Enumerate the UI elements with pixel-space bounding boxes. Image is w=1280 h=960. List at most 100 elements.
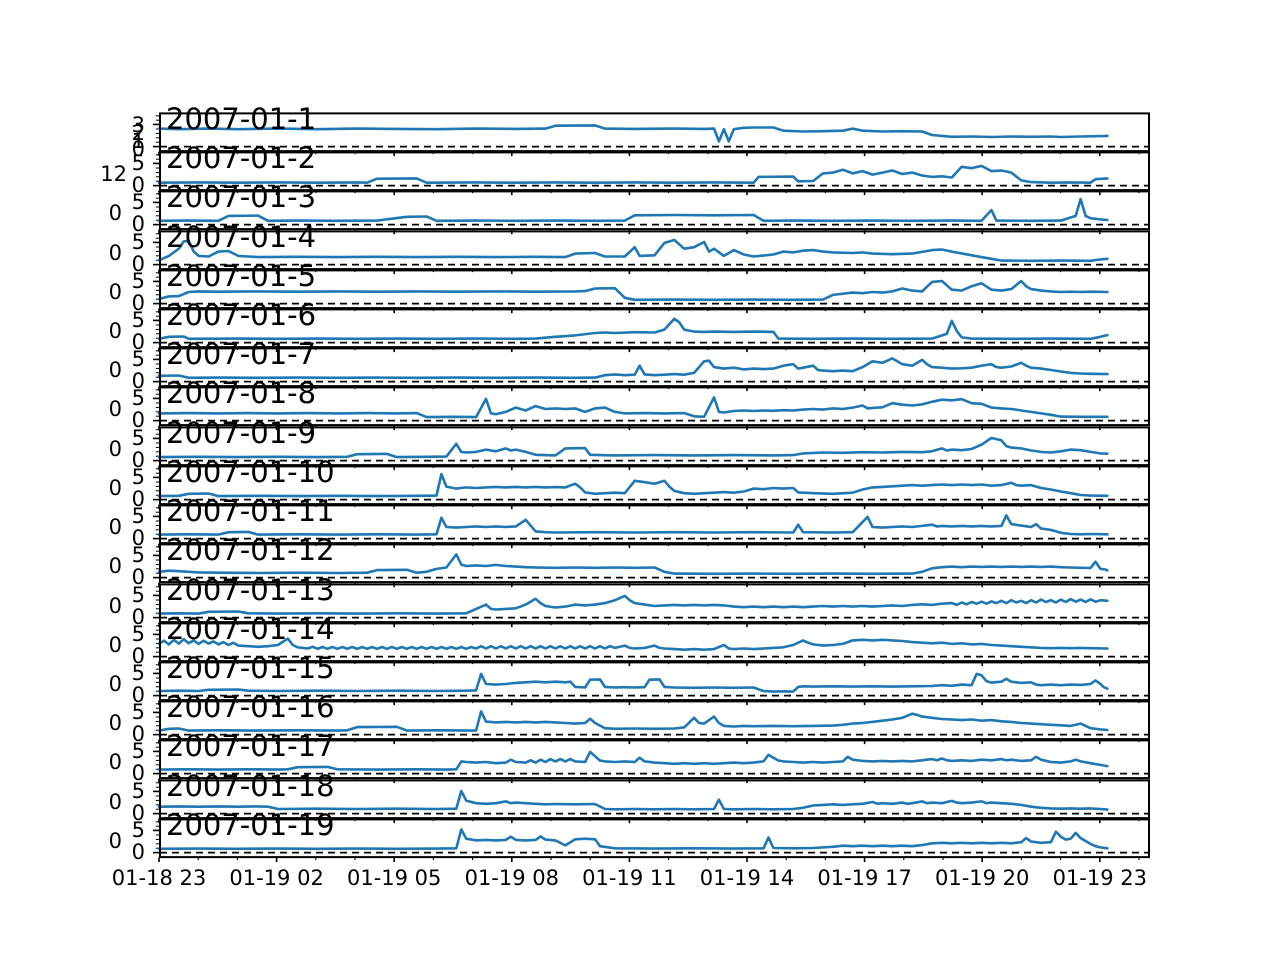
- y-tick-label: 0: [131, 839, 145, 864]
- axes-spines: [159, 190, 1150, 231]
- y-tick-label: 0: [131, 330, 145, 355]
- data-line: [157, 198, 1109, 223]
- axes-spines: [159, 465, 1150, 505]
- y-tick-label: 0: [131, 137, 145, 161]
- subplot-title: 2007-01-15: [166, 650, 335, 685]
- axes-spines: [159, 386, 1150, 427]
- y-tick-label: 0: [131, 447, 145, 472]
- y-tick-label: 0: [131, 486, 145, 511]
- subplot-title: 2007-01-7: [166, 337, 317, 372]
- y-tick-label: 5: [131, 778, 145, 803]
- y-tick-label: 0: [108, 515, 122, 540]
- axes-spines: [159, 269, 1150, 309]
- subplot-row: [153, 818, 1150, 862]
- y-tick-label: 5: [131, 229, 145, 254]
- subplot-title: 2007-01-12: [166, 533, 335, 568]
- data-line: [157, 124, 1109, 143]
- y-tick-label: 1: [131, 129, 145, 153]
- y-tick-label: 0: [108, 554, 122, 579]
- y-tick-label: 0: [108, 711, 122, 736]
- y-tick-label: 0: [131, 682, 145, 707]
- y-tick-label: 0: [108, 632, 122, 657]
- x-tick-label: 01-18 23: [111, 866, 207, 890]
- subplot-title: 2007-01-1: [166, 102, 317, 136]
- y-tick-label: 5: [131, 190, 145, 215]
- data-line: [157, 396, 1109, 419]
- subplot-title: 2007-01-14: [166, 611, 335, 646]
- data-line: [157, 789, 1109, 811]
- y-tick-label: 0: [108, 240, 122, 265]
- axes-spines: [159, 230, 1150, 270]
- x-tick-label: 01-19 20: [934, 866, 1030, 890]
- y-tick-label: 0: [108, 828, 122, 853]
- y-tick-label: 5: [131, 504, 145, 529]
- subplot-title: 2007-01-9: [166, 415, 317, 450]
- subplot-row: [153, 700, 1150, 745]
- y-tick-label: 0: [108, 436, 122, 461]
- axes-spines: [159, 739, 1150, 780]
- data-line: [157, 317, 1109, 341]
- y-tick-label: 0: [131, 722, 145, 747]
- y-tick-label: 0: [131, 408, 145, 433]
- data-line: [157, 827, 1109, 850]
- y-tick-label: 5: [131, 817, 145, 842]
- y-tick-label: 5: [131, 660, 145, 685]
- y-tick-label: 5: [131, 151, 145, 176]
- y-tick-label: 5: [131, 582, 145, 607]
- axes-spines: [159, 661, 1150, 702]
- subplot-title: 2007-01-16: [166, 690, 335, 725]
- subplot-row: [153, 778, 1150, 823]
- subplot-row: [153, 661, 1150, 706]
- axes-spines: [159, 622, 1150, 662]
- data-line: [157, 514, 1109, 536]
- y-tick-label: 5: [131, 386, 145, 411]
- y-tick-label: 0: [108, 201, 122, 226]
- axes-spines: [159, 112, 1150, 153]
- y-tick-label: 12: [100, 162, 127, 187]
- y-tick-label: 5: [131, 347, 145, 372]
- data-line: [157, 710, 1109, 733]
- subplot-title: 2007-01-19: [166, 807, 335, 842]
- y-tick-label: 0: [108, 593, 122, 618]
- y-tick-label: 5: [131, 425, 145, 450]
- subplot-row: [153, 739, 1150, 784]
- subplot-title: 2007-01-8: [166, 376, 317, 411]
- subplot-title: 2007-01-5: [166, 258, 317, 293]
- y-tick-label: 0: [131, 251, 145, 276]
- y-tick-label: 0: [131, 173, 145, 198]
- y-tick-label: 0: [108, 358, 122, 383]
- y-tick-label: 0: [131, 290, 145, 315]
- x-tick-label: 01-19 05: [346, 866, 442, 890]
- data-line: [157, 279, 1109, 301]
- subplot-row: [153, 347, 1150, 392]
- axes-spines: [159, 504, 1150, 545]
- data-line: [157, 164, 1109, 185]
- x-tick-label: 01-19 14: [699, 866, 795, 890]
- subplot-title: 2007-01-6: [166, 298, 317, 333]
- subplot-title: 2007-01-3: [166, 180, 317, 215]
- y-tick-label: 5: [131, 739, 145, 764]
- subplot-row: [153, 308, 1150, 353]
- x-tick-label: 01-19 02: [229, 866, 324, 890]
- axes-spines: [159, 426, 1150, 466]
- y-tick-label: 0: [108, 279, 122, 304]
- data-line: [157, 637, 1109, 651]
- y-tick-label: 0: [108, 750, 122, 775]
- y-tick-label: 0: [131, 565, 145, 590]
- subplot-row: [153, 426, 1150, 470]
- axes-spines: [159, 818, 1150, 858]
- y-tick-label: 2: [131, 121, 145, 145]
- axes-spines: [159, 308, 1150, 349]
- y-tick-label: 0: [131, 643, 145, 668]
- y-tick-label: 0: [131, 604, 145, 629]
- axes-spines: [159, 151, 1150, 192]
- y-tick-label: 0: [131, 800, 145, 825]
- y-tick-label: 5: [131, 308, 145, 333]
- subplot-row: [153, 622, 1150, 666]
- y-tick-label: 5: [131, 268, 145, 293]
- data-line: [157, 472, 1109, 498]
- data-line: [157, 436, 1109, 459]
- subplot-title: 2007-01-2: [166, 141, 317, 176]
- subplot-title: 2007-01-11: [166, 494, 335, 529]
